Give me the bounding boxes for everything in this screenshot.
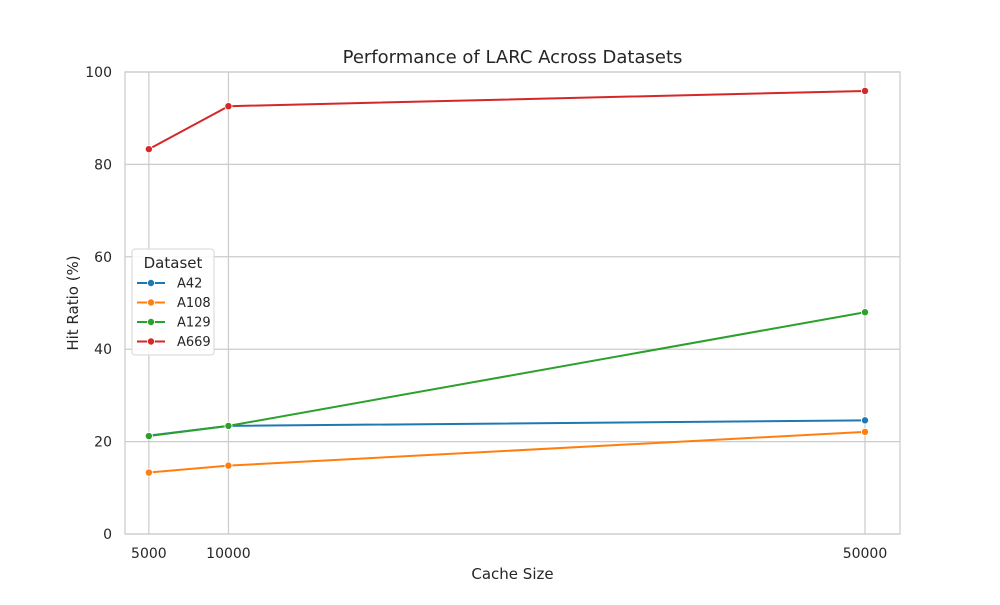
legend: Dataset A42 A108 A129 A669: [131, 248, 215, 356]
legend-swatch-marker: [146, 278, 155, 287]
legend-item-a42: A42: [137, 277, 202, 292]
x-tick-label: 5000: [131, 546, 167, 562]
legend-swatch-marker: [146, 337, 155, 346]
legend-item-a129: A129: [137, 316, 211, 331]
legend-label: A108: [177, 296, 211, 311]
y-tick-label: 20: [94, 435, 112, 451]
legend-box: [131, 248, 215, 356]
legend-item-a108: A108: [137, 296, 211, 311]
series-a129: [144, 308, 869, 441]
series-line: [148, 89, 866, 151]
data-point: [224, 461, 233, 470]
legend-title: Dataset: [144, 254, 203, 272]
legend-swatch-marker: [146, 317, 155, 326]
data-point: [860, 427, 869, 436]
data-point: [224, 421, 233, 430]
y-tick-label: 100: [85, 65, 112, 81]
legend-label: A42: [177, 277, 202, 292]
series-a42: [144, 416, 869, 440]
y-tick-label: 40: [94, 342, 112, 358]
y-axis-label: Hit Ratio (%): [64, 255, 82, 350]
plot-frame: [124, 71, 901, 535]
tick-layer: 0 20 40 60 80 100 5000 10000 50000: [85, 65, 887, 562]
data-point: [144, 468, 153, 477]
series-line: [148, 419, 865, 437]
chart-title: Performance of LARC Across Datasets: [343, 47, 683, 68]
legend-label: A669: [177, 335, 211, 350]
y-tick-label: 0: [103, 527, 112, 543]
x-tick-label: 50000: [843, 546, 888, 562]
data-point: [860, 308, 869, 317]
y-tick-label: 60: [94, 250, 112, 266]
data-point: [144, 145, 153, 154]
series-a669: [144, 86, 869, 154]
series-a108: [144, 427, 869, 477]
x-axis-label: Cache Size: [471, 565, 553, 583]
series-line: [148, 311, 866, 438]
legend-item-a669: A669: [137, 335, 211, 350]
x-tick-label: 10000: [206, 546, 251, 562]
series-layer: [144, 86, 869, 477]
legend-label: A129: [177, 316, 211, 331]
data-point: [224, 102, 233, 111]
series-line: [148, 430, 866, 474]
data-point: [860, 86, 869, 95]
legend-swatch-marker: [146, 298, 155, 307]
data-point: [144, 432, 153, 441]
y-tick-label: 80: [94, 157, 112, 173]
data-point: [860, 416, 869, 425]
legend-items: A42 A108 A129 A669: [137, 277, 211, 350]
